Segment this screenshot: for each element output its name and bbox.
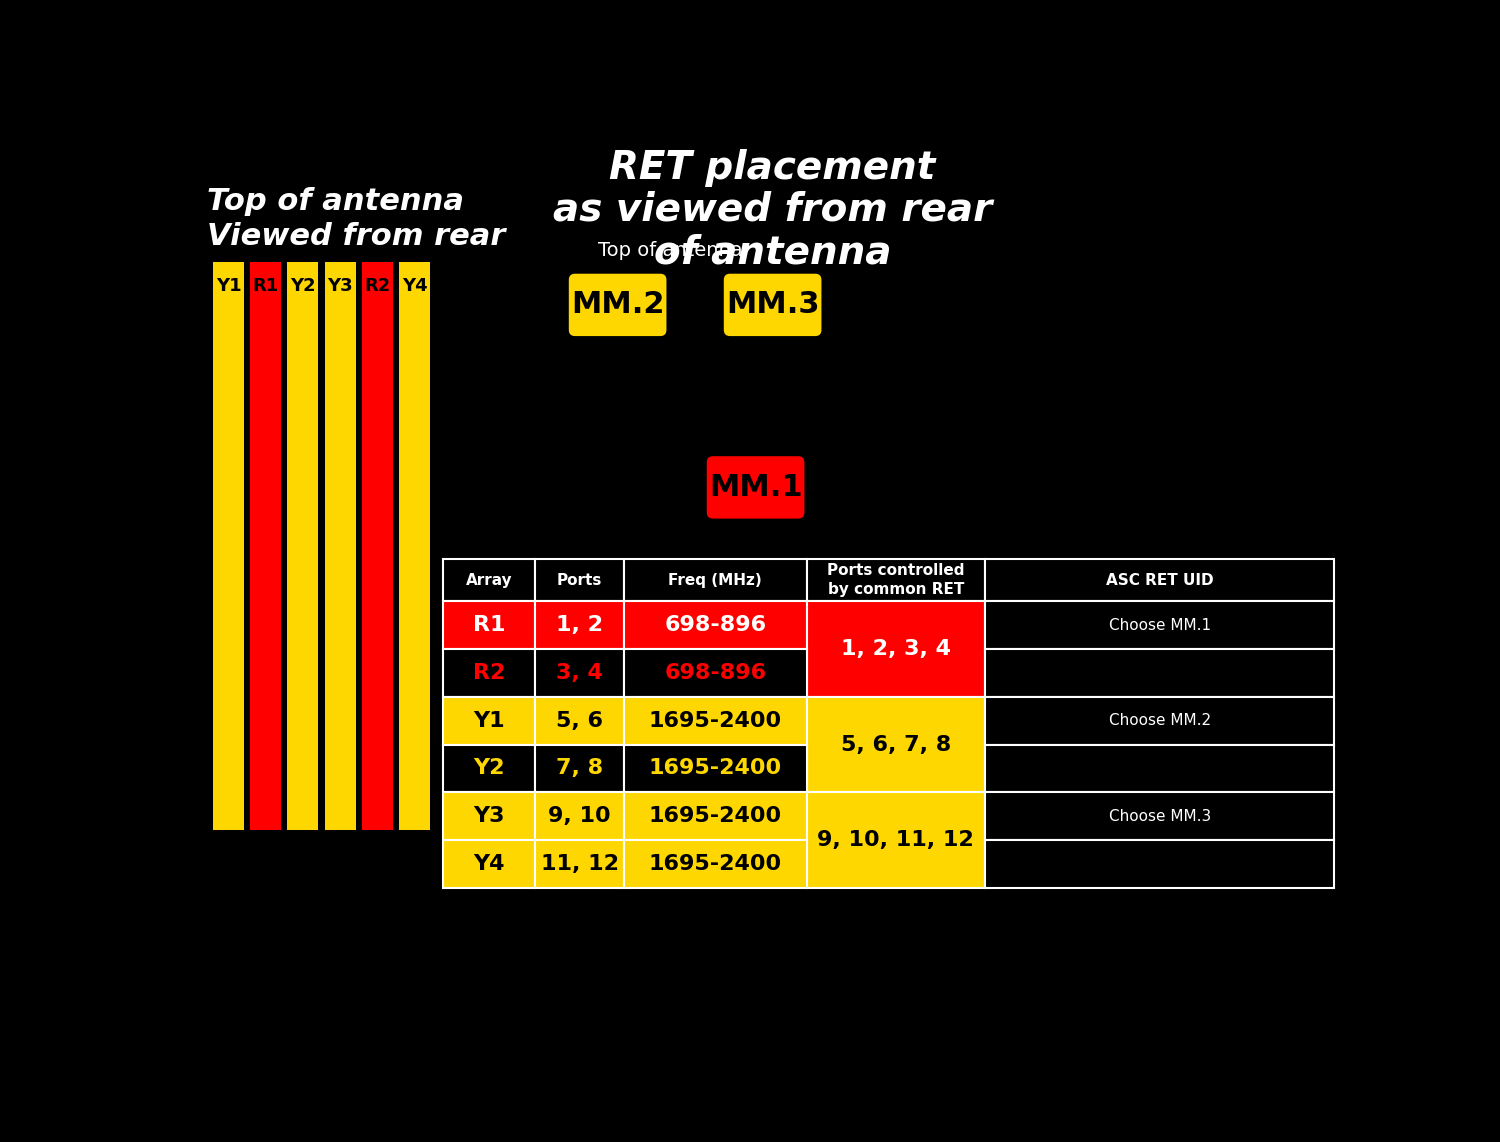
Bar <box>536 649 624 697</box>
Bar <box>444 841 536 887</box>
Text: ASC RET UID: ASC RET UID <box>1106 572 1214 588</box>
FancyBboxPatch shape <box>568 274 666 336</box>
Bar <box>444 793 536 841</box>
Bar <box>324 262 356 830</box>
Bar <box>986 697 1335 745</box>
Text: Array: Array <box>466 572 513 588</box>
Text: of antenna: of antenna <box>654 233 891 272</box>
FancyBboxPatch shape <box>706 456 804 518</box>
Text: MM.1: MM.1 <box>710 473 803 501</box>
Text: 9, 10: 9, 10 <box>549 806 610 826</box>
Bar <box>536 558 624 602</box>
Text: R2: R2 <box>472 664 506 683</box>
Text: Freq (MHz): Freq (MHz) <box>669 572 762 588</box>
Bar <box>444 602 536 649</box>
Text: Y4: Y4 <box>474 854 506 874</box>
Bar <box>807 697 986 793</box>
Bar <box>536 793 624 841</box>
Bar <box>536 697 624 745</box>
Bar <box>536 841 624 887</box>
Text: 1695-2400: 1695-2400 <box>648 806 782 826</box>
Text: Y1: Y1 <box>216 278 242 295</box>
Text: 7, 8: 7, 8 <box>556 758 603 779</box>
Text: Top of antenna: Top of antenna <box>598 241 742 260</box>
Text: 9, 10, 11, 12: 9, 10, 11, 12 <box>818 830 974 850</box>
Bar <box>536 745 624 793</box>
Bar <box>444 697 536 745</box>
Text: 698-896: 698-896 <box>664 616 766 635</box>
Text: Ports controlled
by common RET: Ports controlled by common RET <box>827 563 964 597</box>
Bar <box>444 649 536 697</box>
Text: MM.3: MM.3 <box>726 290 819 320</box>
Bar <box>362 262 393 830</box>
Bar <box>624 649 807 697</box>
Text: 5, 6, 7, 8: 5, 6, 7, 8 <box>840 734 951 755</box>
Bar <box>986 841 1335 887</box>
Text: Y4: Y4 <box>402 278 427 295</box>
Text: 1, 2, 3, 4: 1, 2, 3, 4 <box>842 640 951 659</box>
Bar <box>807 602 986 697</box>
Bar <box>624 602 807 649</box>
Bar <box>444 745 536 793</box>
Bar <box>986 649 1335 697</box>
Text: 3, 4: 3, 4 <box>556 664 603 683</box>
Text: 1695-2400: 1695-2400 <box>648 710 782 731</box>
Bar <box>986 793 1335 841</box>
Text: Y3: Y3 <box>474 806 506 826</box>
Bar <box>986 602 1335 649</box>
Text: Choose MM.3: Choose MM.3 <box>1108 809 1210 823</box>
Text: R1: R1 <box>472 616 506 635</box>
Text: 11, 12: 11, 12 <box>540 854 618 874</box>
Bar <box>624 745 807 793</box>
Text: Y2: Y2 <box>474 758 506 779</box>
Text: R2: R2 <box>364 278 390 295</box>
Bar <box>624 558 807 602</box>
Text: 698-896: 698-896 <box>664 664 766 683</box>
Text: Choose MM.1: Choose MM.1 <box>1108 618 1210 633</box>
Bar <box>624 841 807 887</box>
Text: Top of antenna: Top of antenna <box>207 187 464 216</box>
Bar <box>807 558 986 602</box>
Bar <box>251 262 282 830</box>
Bar <box>807 793 986 887</box>
Text: MM.2: MM.2 <box>572 290 664 320</box>
Text: Y2: Y2 <box>290 278 316 295</box>
Text: RET placement: RET placement <box>609 148 936 186</box>
Bar <box>986 558 1335 602</box>
Bar <box>288 262 318 830</box>
Text: Choose MM.2: Choose MM.2 <box>1108 714 1210 729</box>
Text: R1: R1 <box>252 278 279 295</box>
Text: Viewed from rear: Viewed from rear <box>207 222 506 251</box>
FancyBboxPatch shape <box>724 274 822 336</box>
Bar <box>986 745 1335 793</box>
Bar <box>399 262 430 830</box>
Bar <box>624 793 807 841</box>
Bar <box>444 558 536 602</box>
Text: Ports: Ports <box>556 572 603 588</box>
Text: 5, 6: 5, 6 <box>556 710 603 731</box>
Bar <box>624 697 807 745</box>
Text: 1695-2400: 1695-2400 <box>648 758 782 779</box>
Text: 1, 2: 1, 2 <box>556 616 603 635</box>
Text: as viewed from rear: as viewed from rear <box>554 191 993 228</box>
Text: Y3: Y3 <box>327 278 352 295</box>
Text: Y1: Y1 <box>474 710 506 731</box>
Text: 1695-2400: 1695-2400 <box>648 854 782 874</box>
Bar <box>536 602 624 649</box>
Bar <box>213 262 244 830</box>
